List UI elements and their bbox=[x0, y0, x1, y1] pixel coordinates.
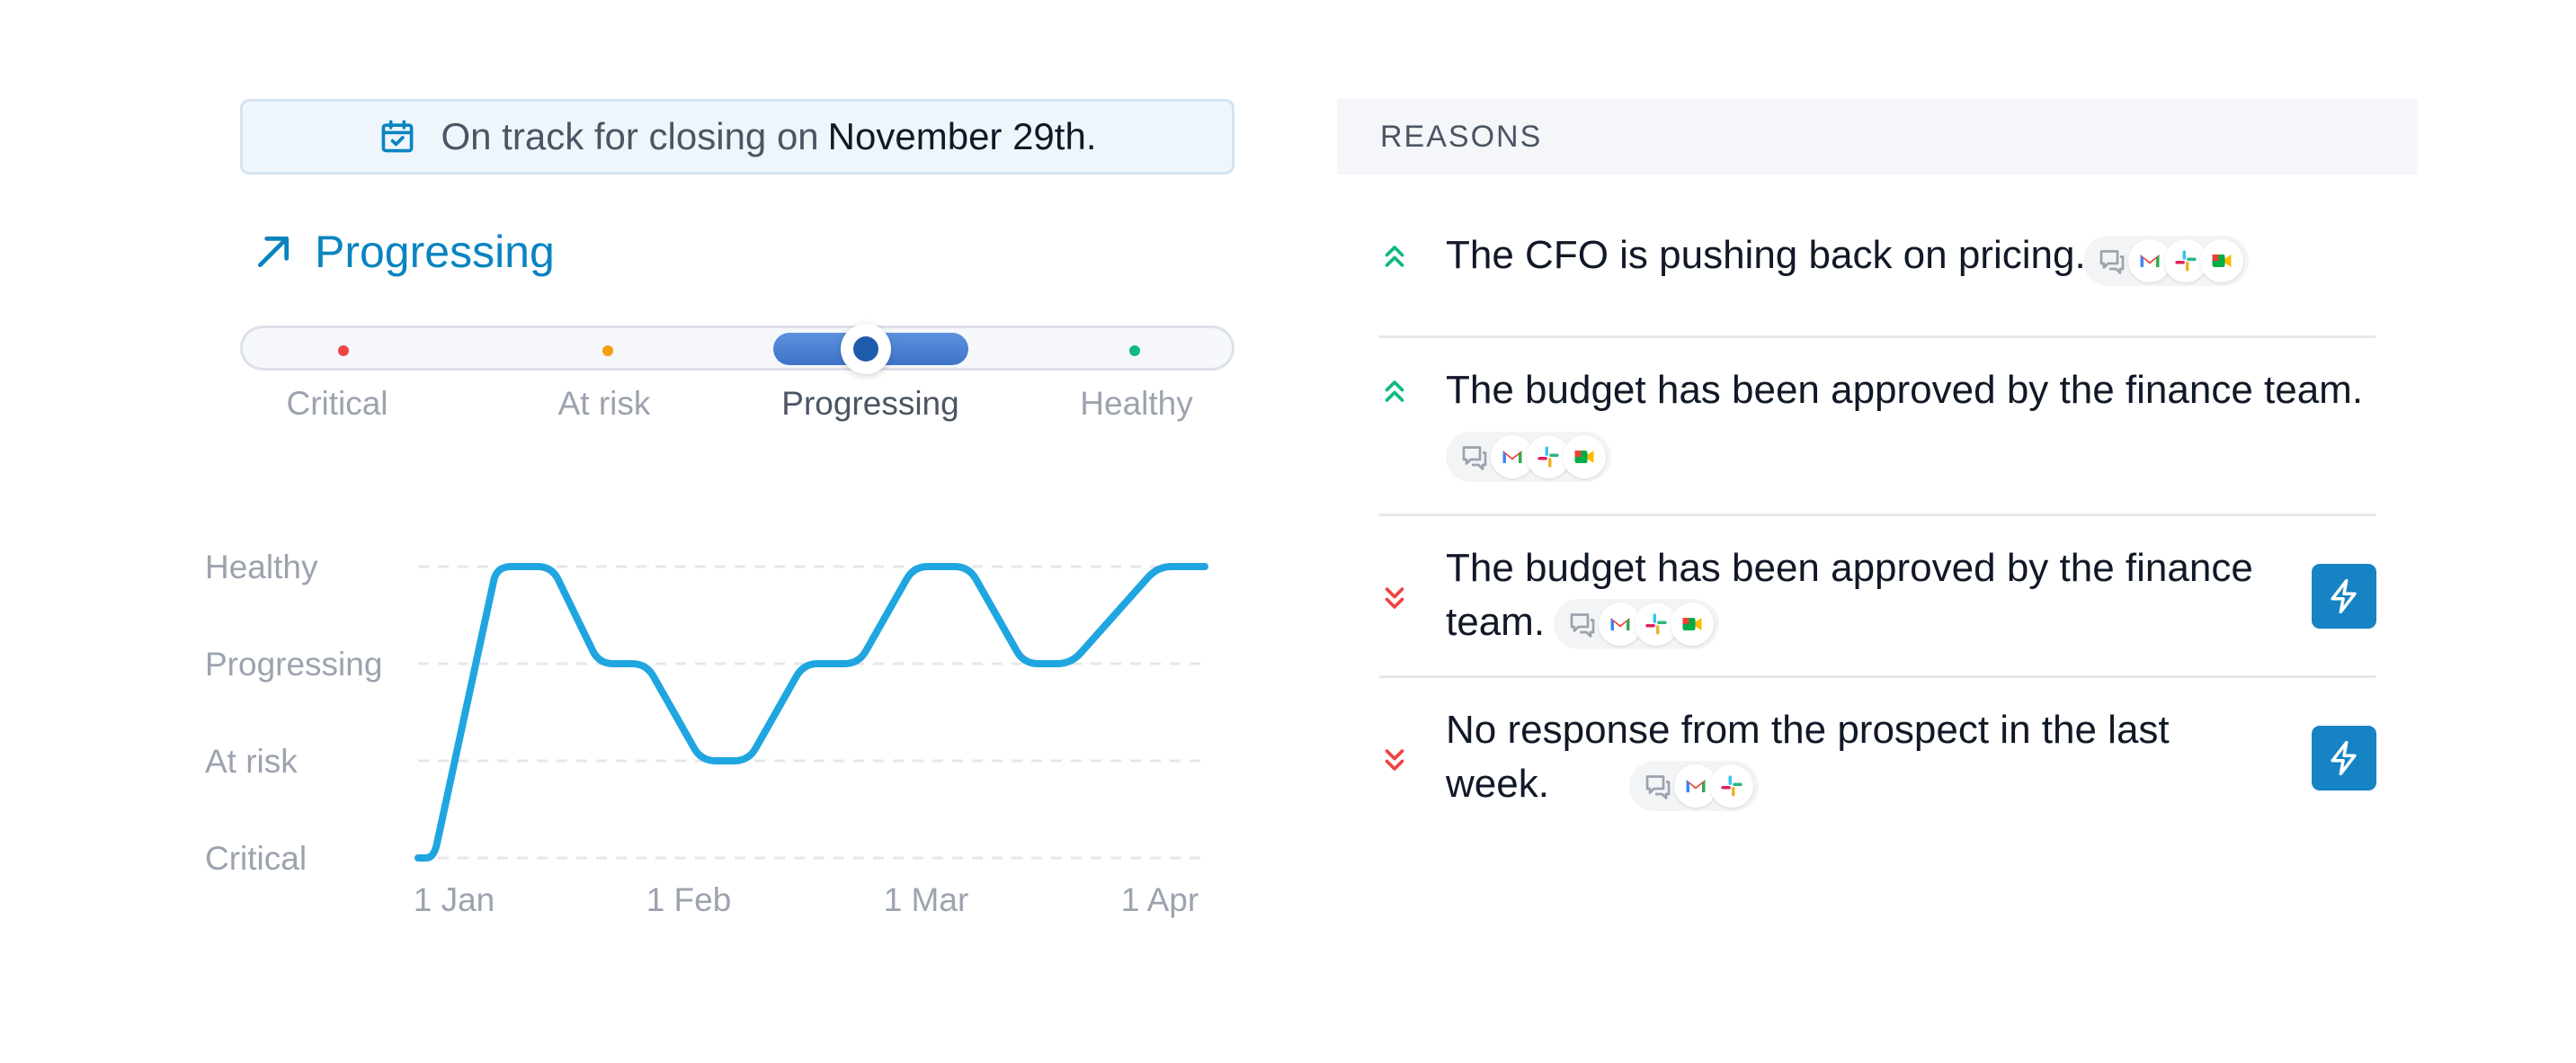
reason-text: The CFO is pushing back on pricing. bbox=[1446, 233, 2086, 277]
reason-text-line-1: The budget has been approved by the fina… bbox=[1446, 546, 2253, 590]
action-button[interactable] bbox=[2312, 564, 2376, 629]
level-label-at-risk[interactable]: At risk bbox=[557, 385, 651, 422]
reason-text-line-1: No response from the prospect in the las… bbox=[1446, 708, 2170, 752]
at-risk-dot bbox=[602, 345, 613, 356]
chevrons-up-icon bbox=[1385, 380, 1404, 402]
x-tick-feb: 1 Feb bbox=[646, 881, 732, 918]
google-meet-icon bbox=[1671, 603, 1714, 646]
calendar-check-icon bbox=[378, 117, 417, 156]
action-button[interactable] bbox=[2312, 726, 2376, 791]
x-tick-jan: 1 Jan bbox=[413, 881, 495, 918]
gmail-icon bbox=[1674, 764, 1717, 808]
x-tick-apr: 1 Apr bbox=[1120, 881, 1199, 918]
critical-dot bbox=[338, 345, 349, 356]
x-tick-mar: 1 Mar bbox=[883, 881, 969, 918]
sources-badge[interactable] bbox=[1446, 432, 1611, 482]
sources-badge[interactable] bbox=[1554, 599, 1719, 649]
reason-text: The budget has been approved by the fina… bbox=[1446, 368, 2364, 412]
health-slider[interactable] bbox=[240, 324, 1235, 374]
google-meet-icon bbox=[2200, 239, 2243, 282]
slack-icon bbox=[1710, 764, 1753, 808]
chat-icon bbox=[1642, 770, 1674, 802]
level-label-critical[interactable]: Critical bbox=[286, 385, 388, 422]
level-label-progressing[interactable]: Progressing bbox=[781, 385, 959, 422]
y-tick-at-risk: At risk bbox=[205, 743, 298, 780]
reason-divider bbox=[1379, 675, 2375, 678]
reason-row: The budget has been approved by the fina… bbox=[1379, 363, 2375, 507]
slider-knob[interactable] bbox=[841, 324, 891, 374]
google-meet-icon bbox=[1563, 435, 1606, 478]
deal-status: Progressing bbox=[254, 223, 555, 281]
chevrons-down-icon bbox=[1385, 749, 1404, 771]
chat-icon bbox=[2096, 245, 2128, 277]
sources-badge[interactable] bbox=[1629, 761, 1759, 811]
reason-text-line-2: week. bbox=[1446, 762, 1549, 806]
y-tick-progressing: Progressing bbox=[205, 646, 383, 683]
chat-icon bbox=[1458, 441, 1491, 473]
banner-date: November 29th. bbox=[827, 115, 1097, 157]
sources-badge[interactable] bbox=[2083, 236, 2249, 286]
lightning-icon bbox=[2331, 740, 2357, 776]
chevrons-down-icon bbox=[1385, 587, 1404, 609]
health-series-line bbox=[414, 563, 1208, 862]
arrow-up-right-icon bbox=[254, 232, 293, 272]
reason-divider bbox=[1379, 514, 2375, 516]
closing-banner: On track for closing on November 29th. bbox=[240, 99, 1235, 174]
reason-row: The CFO is pushing back on pricing. bbox=[1379, 228, 2375, 336]
level-label-healthy[interactable]: Healthy bbox=[1080, 385, 1193, 422]
reason-row: No response from the prospect in the las… bbox=[1379, 703, 2375, 829]
lightning-icon bbox=[2331, 578, 2357, 614]
healthy-dot bbox=[1129, 345, 1140, 356]
status-label: Progressing bbox=[315, 227, 555, 277]
banner-prefix: On track for closing on bbox=[441, 115, 819, 157]
reasons-header: REASONS bbox=[1337, 99, 2418, 174]
y-tick-healthy: Healthy bbox=[205, 549, 318, 585]
chevrons-up-icon bbox=[1385, 246, 1404, 267]
reason-divider bbox=[1379, 335, 2375, 338]
y-tick-critical: Critical bbox=[205, 840, 308, 877]
reason-text-line-2: team. bbox=[1446, 600, 1546, 644]
chat-icon bbox=[1566, 608, 1599, 640]
reason-row: The budget has been approved by the fina… bbox=[1379, 541, 2375, 667]
